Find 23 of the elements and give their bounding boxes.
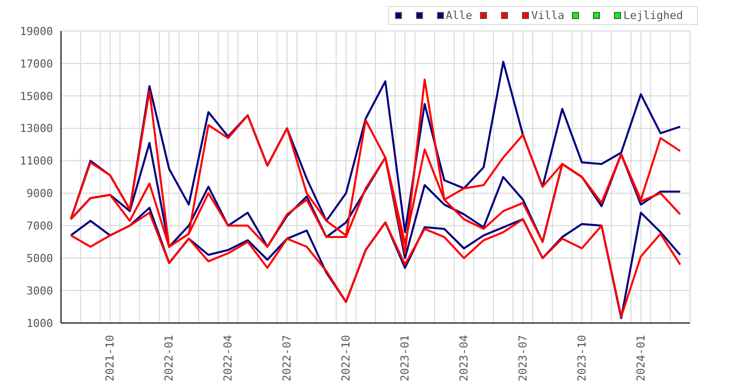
y-tick-label: 13000: [20, 122, 53, 136]
x-tick-label: 2024-01: [634, 335, 648, 382]
x-tick-label: 2023-10: [575, 335, 588, 382]
x-tick-label: 2022-01: [162, 335, 176, 382]
y-tick-label: 11000: [20, 154, 53, 168]
x-tick-label: 2022-07: [280, 335, 294, 382]
x-tick-label: 2022-10: [340, 335, 353, 382]
legend-label: Alle: [446, 9, 472, 22]
legend-label: Villa: [531, 9, 564, 22]
x-tick-label: 2023-07: [516, 335, 530, 382]
y-tick-label: 15000: [20, 90, 53, 103]
legend-label: Lejlighed: [623, 9, 683, 22]
x-tick-label: 2023-04: [457, 334, 470, 382]
y-tick-label: 17000: [20, 57, 53, 70]
y-tick-label: 1000: [26, 316, 53, 330]
y-tick-label: 3000: [26, 284, 53, 298]
y-tick-label: 9000: [26, 187, 53, 200]
y-tick-label: 19000: [20, 24, 53, 38]
x-tick-label: 2022-04: [222, 334, 235, 382]
y-tick-label: 5000: [26, 252, 53, 266]
x-tick-label: 2023-01: [398, 335, 412, 382]
y-tick-label: 7000: [26, 220, 53, 233]
x-tick-label: 2021-10: [104, 335, 117, 382]
